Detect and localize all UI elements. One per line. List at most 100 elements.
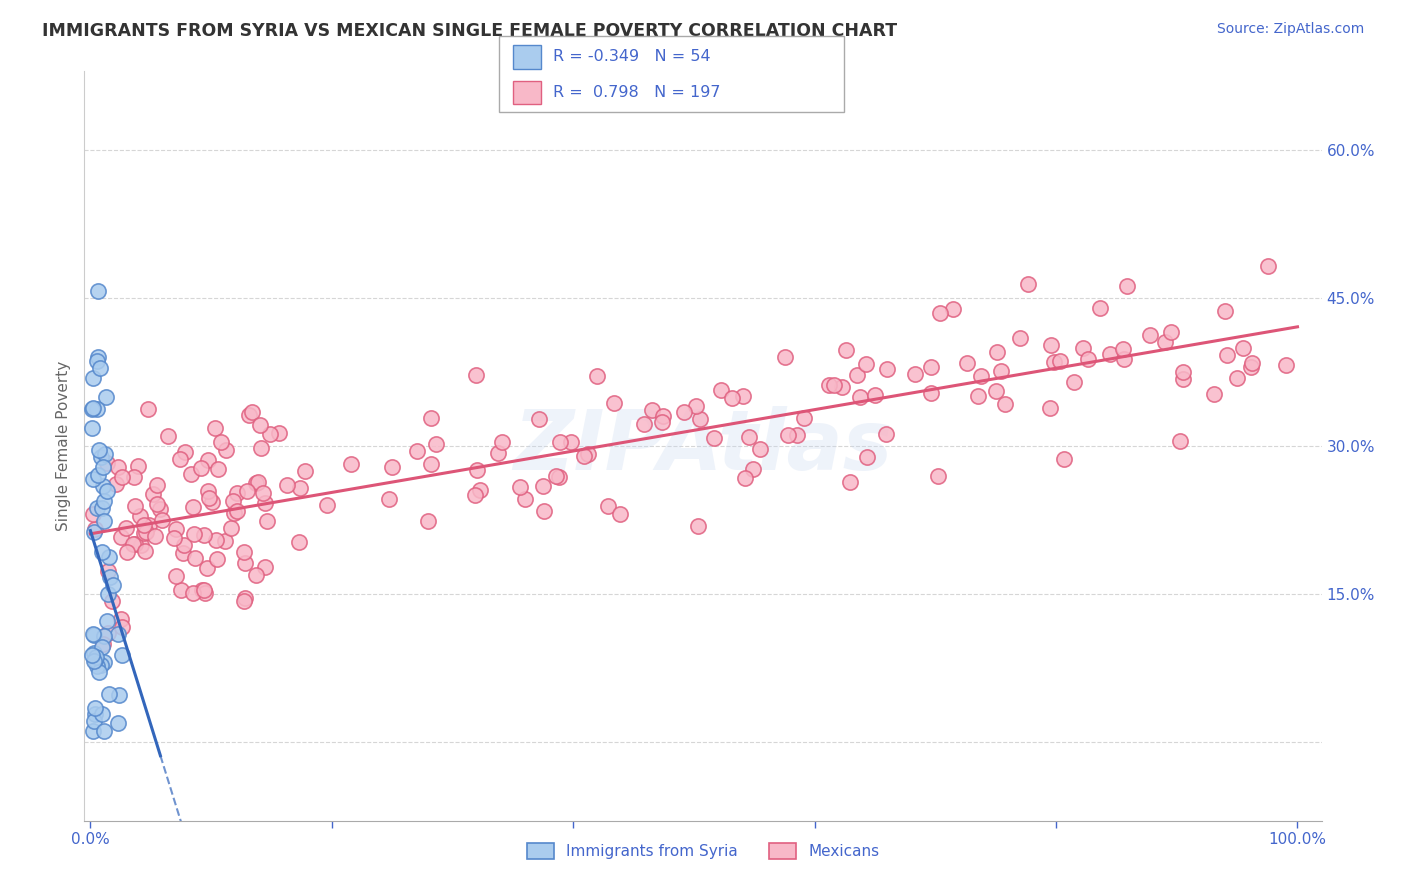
Point [93, 655, 115, 669]
Point [464, 488, 486, 502]
Point [104, 477, 127, 491]
Point [1043, 354, 1066, 368]
Point [101, 577, 124, 591]
Point [124, 499, 146, 513]
Point [672, 405, 695, 419]
Point [205, 552, 228, 566]
Point [190, 461, 212, 475]
Point [80, 648, 103, 662]
Point [233, 556, 256, 570]
Point [904, 367, 927, 381]
Point [720, 391, 742, 405]
Point [87, 468, 110, 483]
Point [731, 389, 754, 403]
Point [990, 364, 1012, 378]
Point [233, 544, 256, 558]
Point [132, 526, 155, 541]
Point [101, 593, 124, 607]
Point [986, 344, 1008, 359]
Point [80, 401, 103, 416]
Point [93, 494, 115, 508]
Point [1040, 338, 1063, 352]
Point [1257, 259, 1279, 273]
Point [122, 537, 145, 551]
Point [146, 477, 169, 491]
Point [817, 378, 839, 392]
Point [259, 427, 281, 442]
Point [181, 500, 204, 515]
Point [823, 377, 845, 392]
Point [1226, 371, 1249, 385]
Point [190, 582, 212, 597]
Point [197, 452, 219, 467]
Point [1241, 356, 1264, 370]
Point [86, 659, 108, 673]
Point [986, 384, 1008, 398]
Point [93, 637, 115, 651]
Point [110, 612, 132, 626]
Legend: Immigrants from Syria, Mexicans: Immigrants from Syria, Mexicans [520, 837, 886, 865]
Point [197, 483, 219, 498]
Point [491, 435, 513, 450]
Point [82, 723, 104, 738]
Y-axis label: Single Female Poverty: Single Female Poverty [56, 361, 72, 531]
Point [180, 467, 202, 481]
Point [548, 470, 571, 484]
Point [93, 629, 115, 643]
Point [209, 435, 232, 450]
Point [236, 484, 259, 499]
Point [91, 479, 114, 493]
Point [288, 534, 311, 549]
Point [245, 567, 267, 582]
Point [80, 421, 103, 435]
Point [956, 356, 979, 370]
Point [129, 538, 152, 552]
Point [1115, 278, 1137, 293]
Point [560, 435, 582, 450]
Point [86, 500, 108, 515]
Point [1240, 359, 1263, 374]
Point [778, 428, 800, 442]
Point [598, 499, 620, 513]
Point [205, 533, 228, 547]
Point [87, 350, 110, 364]
Point [204, 421, 226, 435]
Point [195, 561, 218, 575]
Point [98, 570, 121, 584]
Point [83, 522, 105, 536]
Point [96, 456, 118, 470]
Point [240, 405, 263, 419]
Point [738, 430, 761, 444]
Point [1173, 372, 1195, 386]
Point [233, 591, 256, 606]
Point [1153, 334, 1175, 349]
Point [855, 357, 877, 371]
Point [222, 494, 245, 508]
Point [138, 517, 160, 532]
Point [134, 543, 156, 558]
Point [91, 459, 114, 474]
Point [994, 397, 1017, 411]
Text: Source: ZipAtlas.com: Source: ZipAtlas.com [1216, 22, 1364, 37]
Text: R = -0.349   N = 54: R = -0.349 N = 54 [553, 49, 710, 64]
Point [703, 431, 725, 445]
Point [198, 491, 221, 505]
Point [609, 507, 631, 521]
Point [94, 390, 117, 404]
Point [378, 491, 401, 506]
Point [163, 531, 186, 545]
Point [1099, 347, 1122, 361]
Point [170, 582, 193, 597]
Point [93, 724, 115, 739]
Point [82, 401, 104, 415]
Point [122, 470, 145, 484]
Point [169, 451, 191, 466]
Point [531, 478, 554, 492]
Point [96, 614, 118, 628]
Point [214, 442, 236, 457]
Point [83, 646, 105, 660]
Point [515, 491, 537, 506]
Point [97, 586, 120, 600]
Point [486, 446, 509, 460]
Point [201, 495, 224, 509]
